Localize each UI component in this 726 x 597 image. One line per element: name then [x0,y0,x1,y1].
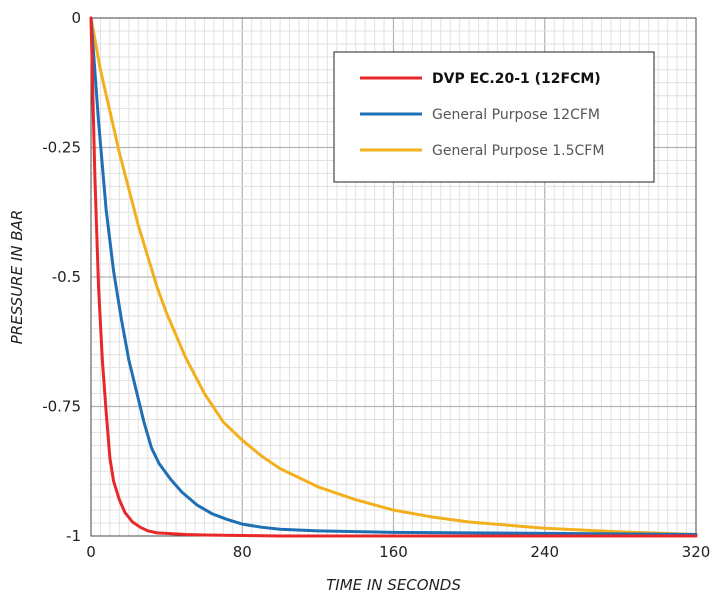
x-tick-label: 320 [682,543,711,561]
y-tick-label: -0.5 [52,268,81,286]
tick-labels: 0 80 160 240 320 0 -0.25 -0.5 -0.75 -1 [42,9,710,561]
x-axis-title: TIME IN SECONDS [326,576,461,594]
series-line-1 [89,16,698,538]
y-tick-label: -1 [66,527,81,545]
y-tick-label: -0.25 [42,139,81,157]
x-tick-label: 160 [379,543,408,561]
y-axis-title: PRESSURE IN BAR [8,210,26,345]
y-tick-label: -0.75 [42,398,81,416]
legend-label: General Purpose 1.5CFM [432,143,604,159]
legend-label: General Purpose 12CFM [432,107,600,123]
x-tick-label: 240 [530,543,559,561]
legend-label: DVP EC.20-1 (12FCM) [432,71,601,87]
legend: DVP EC.20-1 (12FCM) General Purpose 12CFM… [333,51,655,183]
series-line-3 [89,16,698,536]
x-tick-label: 80 [233,543,252,561]
x-tick-label: 0 [86,543,96,561]
series-layer [89,16,698,538]
series-line-2 [89,16,698,536]
y-tick-label: 0 [71,9,81,27]
legend-box [333,51,655,183]
